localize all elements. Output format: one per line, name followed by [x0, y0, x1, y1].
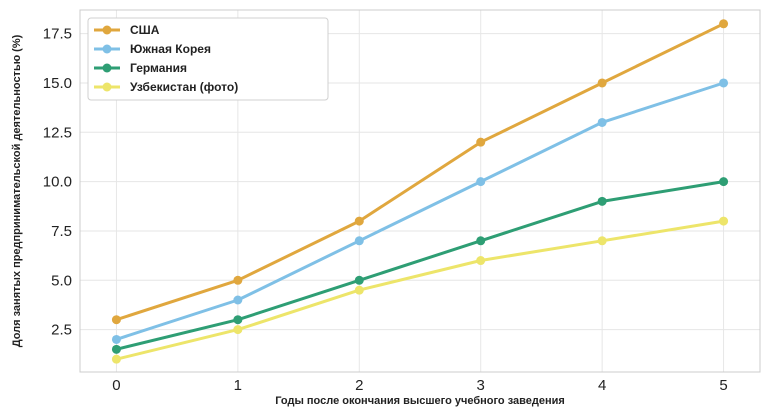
legend-marker — [102, 82, 112, 92]
data-point — [354, 216, 364, 226]
y-axis-label: Доля занятых предпринимательской деятель… — [11, 34, 23, 347]
series-США — [111, 19, 729, 325]
data-point — [233, 295, 243, 305]
data-point — [111, 344, 121, 354]
data-point — [597, 78, 607, 88]
x-axis-label: Годы после окончания высшего учебного за… — [275, 395, 565, 407]
plot-frame — [79, 9, 761, 373]
data-point — [233, 315, 243, 325]
x-tick-label: 1 — [234, 377, 242, 394]
series — [111, 19, 729, 364]
legend-label: Узбекистан (фото) — [130, 80, 238, 94]
x-tick-label: 5 — [719, 377, 727, 394]
y-tick-label: 7.5 — [51, 223, 72, 240]
legend-label: США — [130, 23, 160, 37]
series-Узбекистан (фото) — [111, 216, 729, 364]
legend-marker — [102, 25, 112, 35]
legend: США Южная Корея Германия Узбекистан (фото) — [87, 17, 329, 101]
y-axis-ticks: 2.5 5.0 7.5 10.0 12.5 15.0 17.5 — [43, 26, 72, 339]
data-point — [719, 19, 729, 29]
x-tick-label: 0 — [112, 377, 120, 394]
y-tick-label: 15.0 — [43, 75, 72, 92]
legend-label: Германия — [130, 61, 187, 75]
data-point — [597, 117, 607, 127]
y-tick-label: 5.0 — [51, 272, 72, 289]
series-Германия — [111, 177, 729, 354]
legend-marker — [102, 44, 112, 54]
data-point — [233, 325, 243, 335]
data-point — [476, 137, 486, 147]
legend-box — [87, 17, 329, 101]
data-point — [476, 256, 486, 266]
series-line — [116, 219, 724, 361]
data-point — [354, 275, 364, 285]
x-axis-ticks: 0 1 2 3 4 5 — [112, 377, 727, 394]
data-point — [354, 285, 364, 295]
data-point — [354, 236, 364, 246]
series-Южная Корея — [111, 78, 729, 344]
data-point — [719, 216, 729, 226]
data-point — [233, 275, 243, 285]
y-tick-label: 10.0 — [43, 174, 72, 191]
x-tick-label: 2 — [355, 377, 363, 394]
series-line — [115, 22, 725, 322]
y-tick-label: 12.5 — [43, 124, 72, 141]
x-tick-label: 3 — [477, 377, 485, 394]
data-point — [719, 177, 729, 187]
series-line — [116, 180, 724, 351]
data-point — [111, 315, 121, 325]
data-point — [111, 334, 121, 344]
series-line — [115, 81, 725, 341]
data-point — [597, 196, 607, 206]
data-point — [719, 78, 729, 88]
data-point — [597, 236, 607, 246]
data-point — [111, 354, 121, 364]
data-point — [476, 177, 486, 187]
data-point — [476, 236, 486, 246]
legend-marker — [102, 63, 112, 73]
y-tick-label: 2.5 — [51, 322, 72, 339]
legend-label: Южная Корея — [130, 42, 211, 56]
y-tick-label: 17.5 — [43, 26, 72, 43]
x-tick-label: 4 — [598, 377, 606, 394]
